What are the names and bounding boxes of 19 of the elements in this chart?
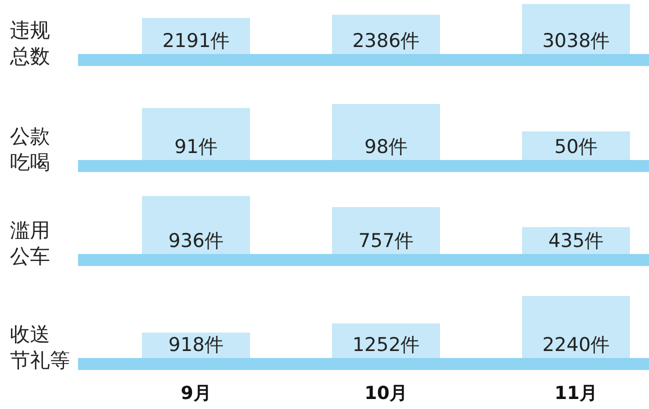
x-tick-label: 11月: [554, 383, 598, 404]
data-label: 2240件: [542, 334, 610, 356]
text: 滥用公车: [10, 218, 50, 268]
text: 公款吃喝: [10, 124, 50, 174]
text: 违规总数: [9, 18, 50, 68]
data-label: 1252件: [352, 334, 420, 356]
data-label: 3038件: [542, 30, 610, 52]
data-label: 757件: [358, 230, 414, 252]
text: 收送节礼等: [10, 322, 70, 372]
data-label: 936件: [168, 230, 224, 252]
x-tick-label: 9月: [180, 383, 212, 404]
data-label: 2191件: [162, 30, 230, 52]
data-label: 435件: [548, 230, 604, 252]
data-label: 91件: [174, 136, 218, 158]
x-tick-label: 10月: [364, 383, 408, 404]
data-label: 918件: [168, 334, 224, 356]
data-label: 50件: [554, 136, 598, 158]
data-label: 98件: [364, 136, 408, 158]
data-label: 2386件: [352, 30, 420, 52]
